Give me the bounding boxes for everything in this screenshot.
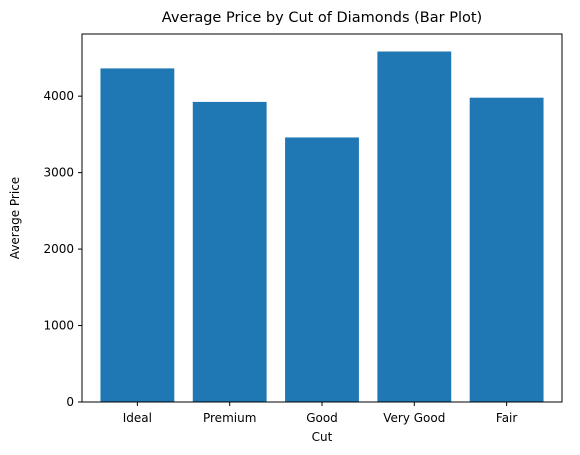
x-tick-label: Very Good <box>383 411 445 425</box>
x-axis-ticks: Ideal Premium Good Very Good Fair <box>123 402 517 425</box>
bar-very-good <box>377 51 452 402</box>
y-tick-label: 2000 <box>43 242 74 256</box>
x-tick-label: Good <box>306 411 338 425</box>
bars-group <box>100 51 544 403</box>
bar-good <box>285 137 359 402</box>
bar-ideal <box>100 68 175 403</box>
x-tick-label: Ideal <box>123 411 152 425</box>
bar-premium <box>192 101 267 402</box>
y-axis-ticks: 0 1000 2000 3000 4000 <box>43 89 82 409</box>
x-tick-label: Premium <box>203 411 256 425</box>
y-tick-label: 1000 <box>43 319 74 333</box>
y-axis-label: Average Price <box>8 177 22 259</box>
chart-title: Average Price by Cut of Diamonds (Bar Pl… <box>162 10 482 26</box>
bar-fair <box>469 97 544 403</box>
x-axis-label: Cut <box>312 430 333 444</box>
x-tick-label: Fair <box>496 411 517 425</box>
y-tick-label: 3000 <box>43 166 74 180</box>
y-tick-label: 4000 <box>43 89 74 103</box>
plot-frame <box>81 33 563 403</box>
y-tick-label: 0 <box>66 395 74 409</box>
